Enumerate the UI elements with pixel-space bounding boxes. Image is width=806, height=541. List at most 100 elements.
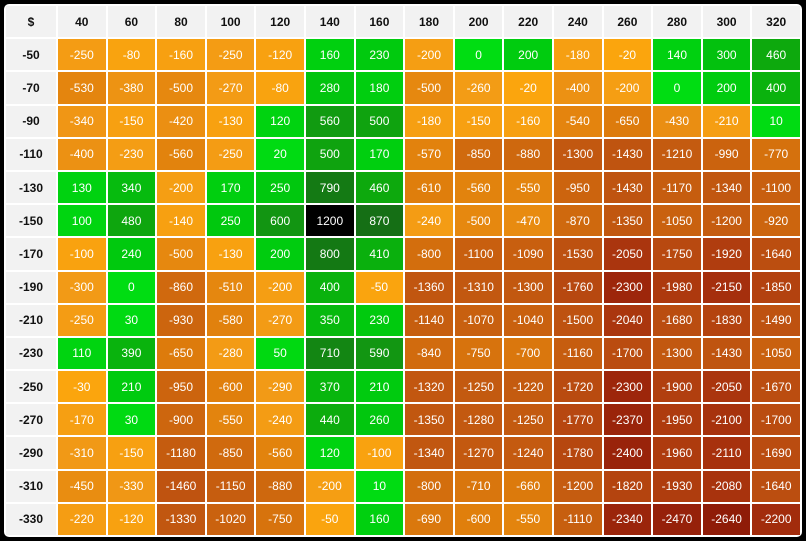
heatmap-cell: -2110 bbox=[702, 437, 751, 469]
heatmap-cell: -550 bbox=[504, 171, 552, 204]
col-header-220: 220 bbox=[504, 6, 552, 38]
heatmap-cell: -250 bbox=[206, 39, 255, 71]
heatmap-cell: 170 bbox=[355, 138, 404, 170]
heatmap-cell: -560 bbox=[256, 437, 304, 469]
heatmap-cell: 500 bbox=[305, 138, 354, 170]
heatmap-cell: -1430 bbox=[603, 171, 652, 204]
heatmap-cell: -900 bbox=[157, 404, 205, 436]
heatmap-cell: -2370 bbox=[603, 404, 652, 436]
heatmap-cell: -380 bbox=[107, 72, 156, 104]
heatmap-cell: -880 bbox=[256, 470, 304, 502]
heatmap-cell: -200 bbox=[157, 171, 205, 204]
heatmap-cell: -1300 bbox=[504, 271, 552, 303]
row-header--210: -210 bbox=[6, 304, 56, 336]
heatmap-cell: -560 bbox=[157, 138, 205, 170]
row-header--170: -170 bbox=[6, 238, 56, 270]
heatmap-cell: -1640 bbox=[752, 470, 800, 502]
heatmap-cell: -1830 bbox=[702, 304, 751, 336]
heatmap-cell: -850 bbox=[454, 138, 503, 170]
heatmap-cell: -1070 bbox=[454, 304, 503, 336]
heatmap-cell: -1180 bbox=[157, 437, 205, 469]
heatmap-cell: -200 bbox=[603, 72, 652, 104]
heatmap-cell: -300 bbox=[58, 271, 106, 303]
heatmap-cell: -1100 bbox=[752, 171, 800, 204]
heatmap-cell: -850 bbox=[206, 437, 255, 469]
heatmap-cell: -1330 bbox=[157, 503, 205, 535]
heatmap-cell: -2050 bbox=[603, 238, 652, 270]
heatmap-cell: -990 bbox=[702, 138, 751, 170]
heatmap-cell: -2150 bbox=[702, 271, 751, 303]
heatmap-cell: -1280 bbox=[454, 404, 503, 436]
heatmap-cell: -20 bbox=[504, 72, 552, 104]
heatmap-cell: -2200 bbox=[752, 503, 800, 535]
row-header--70: -70 bbox=[6, 72, 56, 104]
col-header-40: 40 bbox=[58, 6, 106, 38]
heatmap-cell: -1490 bbox=[752, 304, 800, 336]
heatmap-cell: -2400 bbox=[603, 437, 652, 469]
heatmap-cell: 260 bbox=[355, 404, 404, 436]
heatmap-cell: 20 bbox=[256, 138, 304, 170]
heatmap-cell: -1700 bbox=[752, 404, 800, 436]
heatmap-cell: -340 bbox=[58, 105, 106, 137]
heatmap-cell: 120 bbox=[256, 105, 304, 137]
heatmap-cell: -750 bbox=[454, 337, 503, 370]
heatmap-cell: -840 bbox=[405, 337, 453, 370]
heatmap-cell: -1140 bbox=[405, 304, 453, 336]
heatmap-cell: -580 bbox=[206, 304, 255, 336]
heatmap-cell: 400 bbox=[305, 271, 354, 303]
heatmap-cell: -700 bbox=[504, 337, 552, 370]
heatmap-cell: -420 bbox=[157, 105, 205, 137]
col-header-80: 80 bbox=[157, 6, 205, 38]
heatmap-cell: 0 bbox=[454, 39, 503, 71]
heatmap-cell: -870 bbox=[553, 205, 602, 237]
col-header-200: 200 bbox=[454, 6, 503, 38]
row-header--330: -330 bbox=[6, 503, 56, 535]
heatmap-cell: -550 bbox=[504, 503, 552, 535]
row-header--290: -290 bbox=[6, 437, 56, 469]
heatmap-cell: -260 bbox=[454, 72, 503, 104]
pnl-heatmap-table: $40 60 80 100 120 140 160 180 200 220 240 260 280 300… bbox=[6, 6, 800, 535]
heatmap-cell: 180 bbox=[355, 72, 404, 104]
heatmap-cell: 250 bbox=[206, 205, 255, 237]
heatmap-cell: -690 bbox=[405, 503, 453, 535]
col-header-240: 240 bbox=[553, 6, 602, 38]
row-header--230: -230 bbox=[6, 337, 56, 370]
heatmap-cell: -100 bbox=[355, 437, 404, 469]
col-header-180: 180 bbox=[405, 6, 453, 38]
heatmap-cell: -80 bbox=[256, 72, 304, 104]
heatmap-cell: 460 bbox=[355, 171, 404, 204]
heatmap-cell: 560 bbox=[305, 105, 354, 137]
heatmap-cell: 0 bbox=[653, 72, 701, 104]
col-header-260: 260 bbox=[603, 6, 652, 38]
heatmap-cell: 790 bbox=[305, 171, 354, 204]
heatmap-cell: -500 bbox=[157, 238, 205, 270]
heatmap-cell: -1360 bbox=[405, 271, 453, 303]
heatmap-cell: -80 bbox=[107, 39, 156, 71]
heatmap-cell: 230 bbox=[355, 304, 404, 336]
heatmap-cell: 210 bbox=[107, 371, 156, 403]
heatmap-cell: -2050 bbox=[702, 371, 751, 403]
heatmap-cell: -1530 bbox=[553, 238, 602, 270]
heatmap-cell: -1690 bbox=[752, 437, 800, 469]
heatmap-cell: -160 bbox=[157, 39, 205, 71]
heatmap-cell: 120 bbox=[305, 437, 354, 469]
col-header-100: 100 bbox=[206, 6, 255, 38]
col-header-60: 60 bbox=[107, 6, 156, 38]
heatmap-cell: -750 bbox=[256, 503, 304, 535]
heatmap-cell: -1320 bbox=[405, 371, 453, 403]
row-header--270: -270 bbox=[6, 404, 56, 436]
heatmap-cell: -950 bbox=[157, 371, 205, 403]
heatmap-cell: -560 bbox=[454, 171, 503, 204]
heatmap-cell: -400 bbox=[553, 72, 602, 104]
heatmap-cell: -1820 bbox=[603, 470, 652, 502]
heatmap-cell: -250 bbox=[58, 304, 106, 336]
heatmap-cell: -1920 bbox=[702, 238, 751, 270]
heatmap-cell: 0 bbox=[107, 271, 156, 303]
heatmap-cell: -1430 bbox=[702, 337, 751, 370]
row-header--310: -310 bbox=[6, 470, 56, 502]
heatmap-cell: -250 bbox=[206, 138, 255, 170]
heatmap-cell: -1150 bbox=[206, 470, 255, 502]
heatmap-cell: -650 bbox=[603, 105, 652, 137]
heatmap-cell: -2080 bbox=[702, 470, 751, 502]
heatmap-cell: -270 bbox=[206, 72, 255, 104]
